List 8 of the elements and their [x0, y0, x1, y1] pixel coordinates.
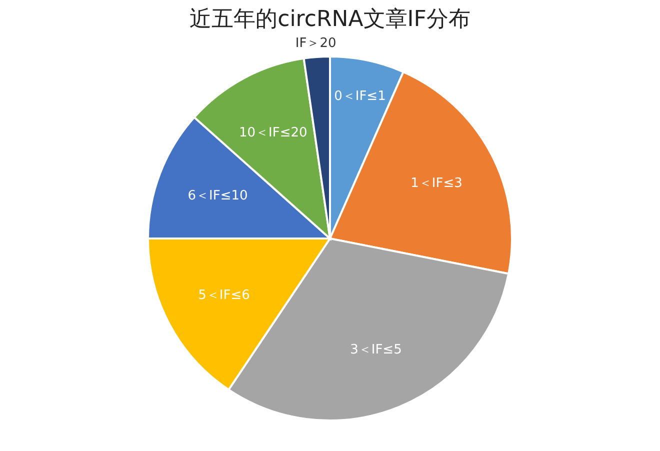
- chart-title: 近五年的circRNA文章IF分布: [190, 7, 470, 32]
- slice-label: IF＞20: [295, 36, 336, 52]
- slice-label: 5＜IF≤6: [198, 288, 250, 304]
- slice-label: 6＜IF≤10: [188, 188, 248, 204]
- slice-label: 10＜IF≤20: [238, 126, 308, 141]
- slice-label: 3＜IF≤5: [350, 342, 402, 358]
- slice-label: 1＜IF≤3: [410, 176, 462, 191]
- slice-label: 0＜IF≤1: [334, 89, 386, 104]
